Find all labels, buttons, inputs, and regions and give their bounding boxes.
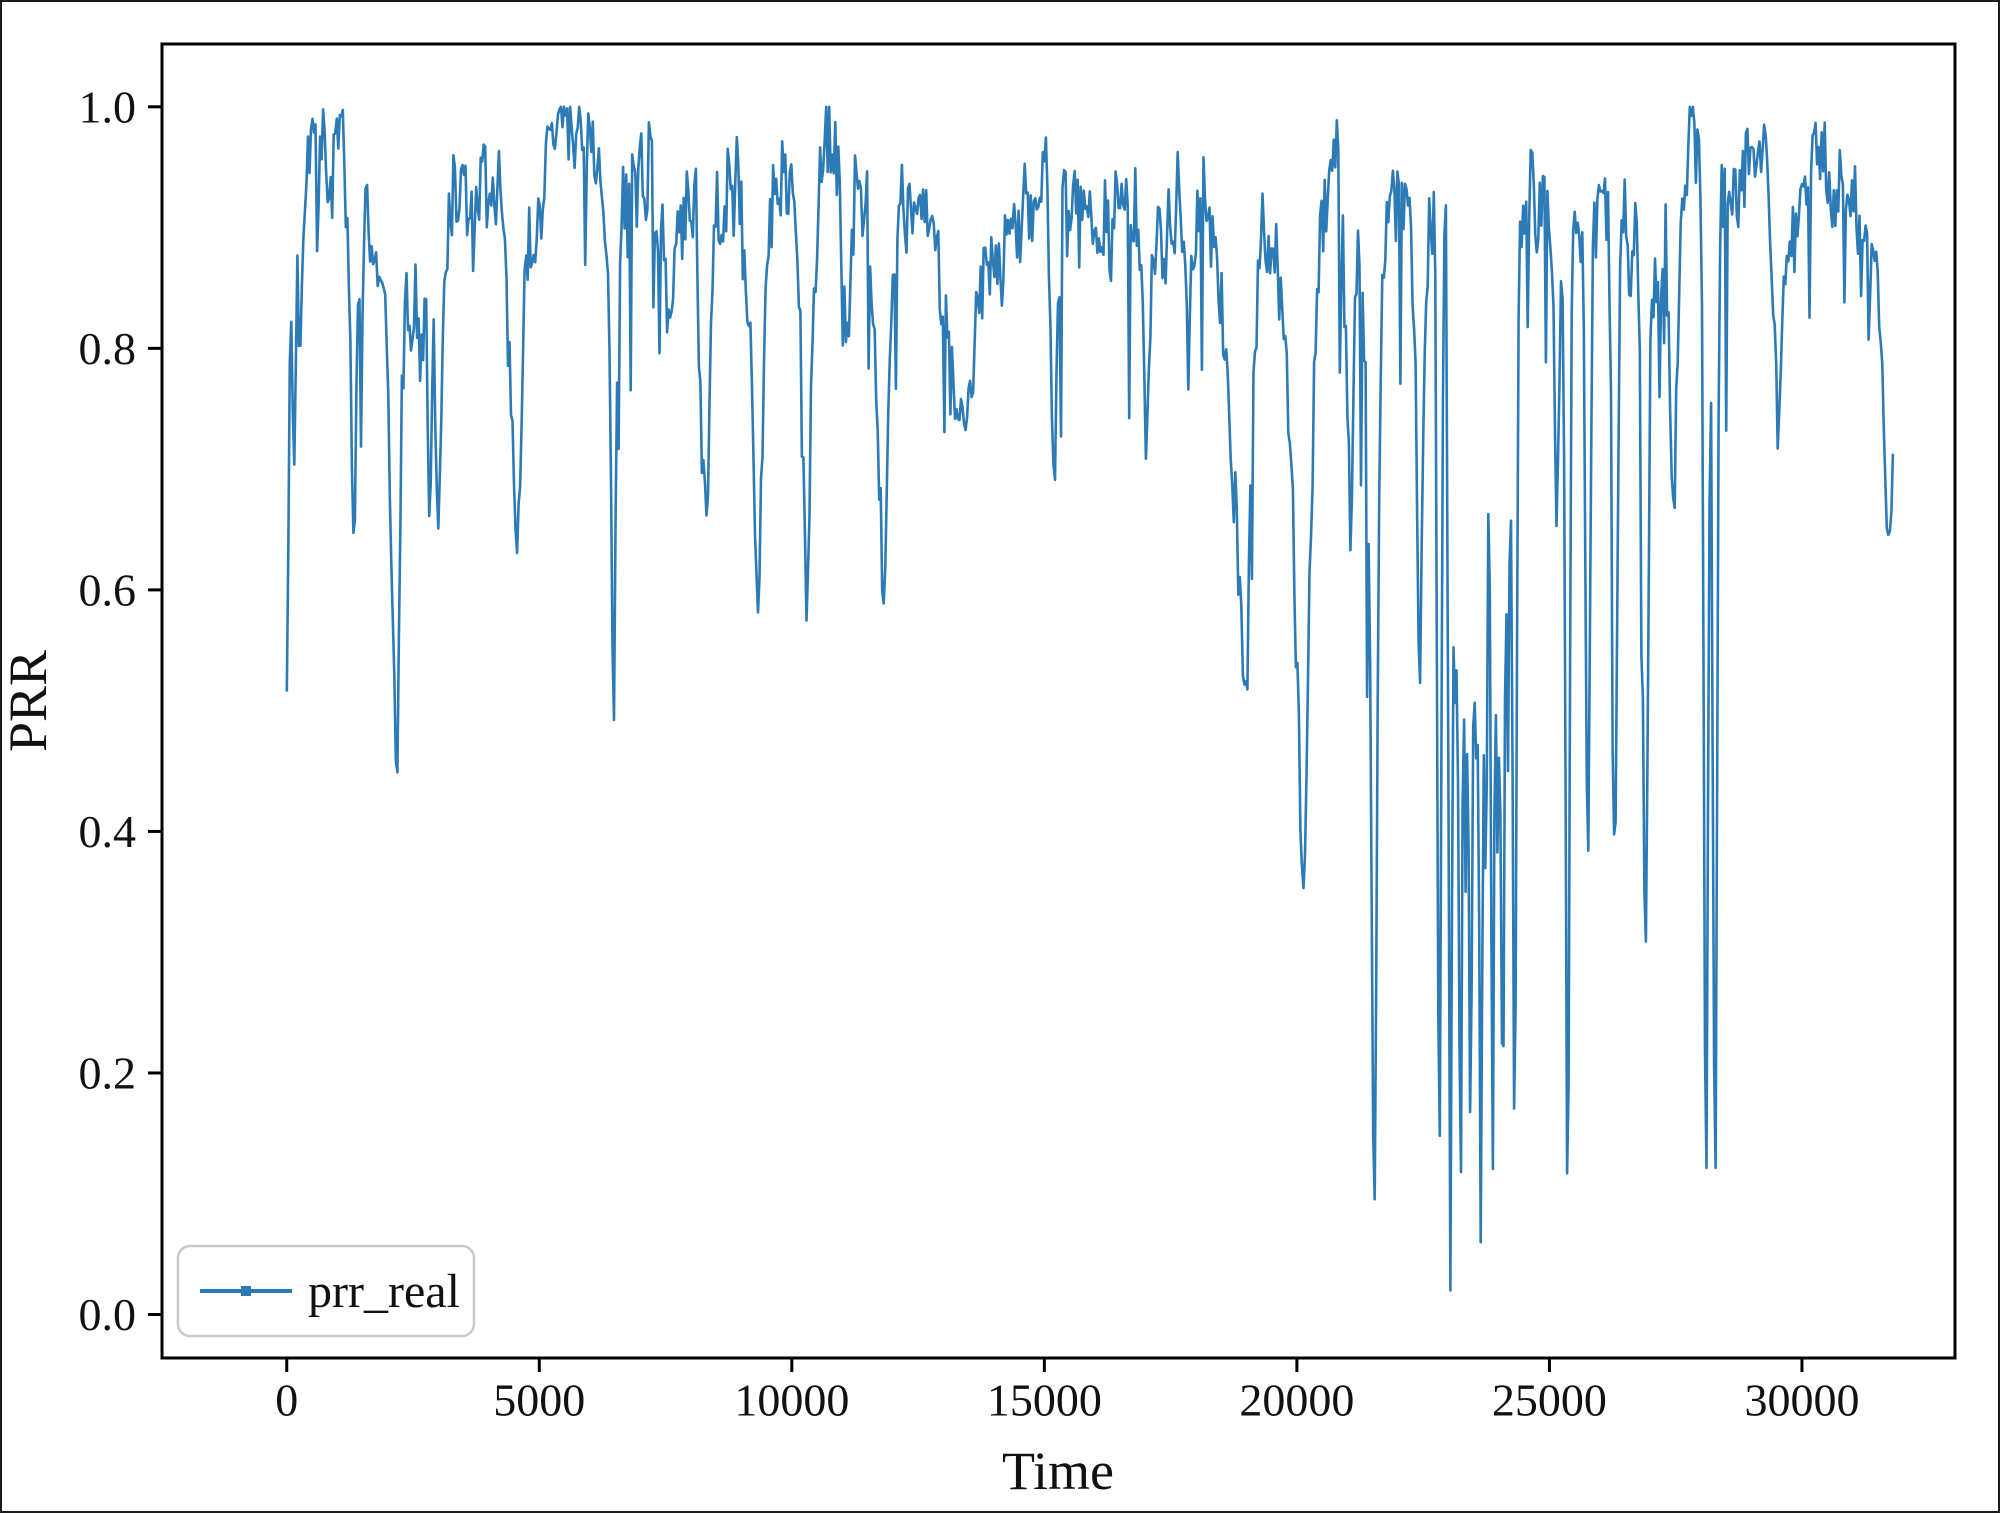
x-tick-label: 10000 bbox=[734, 1375, 849, 1426]
x-tick-label: 15000 bbox=[987, 1375, 1102, 1426]
legend-label: prr_real bbox=[308, 1265, 460, 1318]
axes-frame bbox=[160, 42, 1957, 1360]
plot-area bbox=[162, 44, 1955, 1358]
legend: prr_real bbox=[176, 1244, 476, 1338]
series-line bbox=[285, 105, 1895, 1292]
y-axis-label: PRR bbox=[2, 650, 58, 752]
y-tick-label: 0.2 bbox=[79, 1048, 137, 1099]
legend-box bbox=[176, 1244, 476, 1338]
x-tick-label: 20000 bbox=[1239, 1375, 1354, 1426]
y-axis: 0.0 0.2 0.4 0.6 0.8 1.0 bbox=[79, 81, 162, 1340]
x-tick-label: 5000 bbox=[493, 1375, 585, 1426]
y-tick-label: 0.8 bbox=[79, 323, 137, 374]
x-axis: 0 5000 10000 15000 20000 25000 30000 bbox=[275, 1358, 1859, 1426]
series-prr-real bbox=[285, 105, 1895, 1292]
x-tick-label: 30000 bbox=[1744, 1375, 1859, 1426]
y-tick-label: 0.6 bbox=[79, 565, 137, 616]
y-tick-label: 0.0 bbox=[79, 1289, 137, 1340]
y-tick-label: 1.0 bbox=[79, 81, 137, 132]
legend-marker bbox=[241, 1286, 251, 1296]
y-tick-label: 0.4 bbox=[79, 806, 137, 857]
x-tick-label: 0 bbox=[275, 1375, 298, 1426]
x-tick-label: 25000 bbox=[1492, 1375, 1607, 1426]
x-axis-label: Time bbox=[1002, 1441, 1114, 1501]
